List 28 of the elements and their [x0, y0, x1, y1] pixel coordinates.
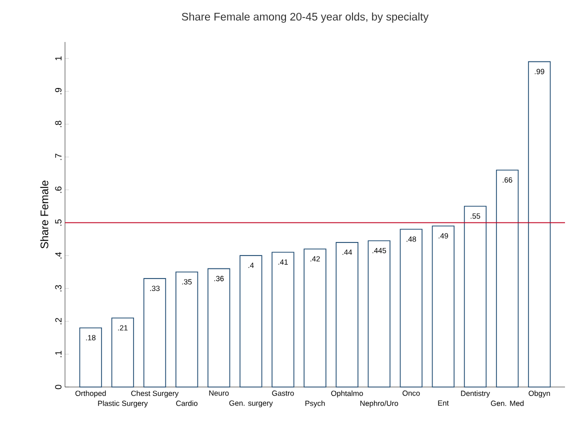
bar [496, 170, 519, 388]
bar [464, 206, 487, 388]
bar [79, 327, 102, 388]
bar [143, 278, 166, 388]
bar [176, 272, 198, 388]
y-tick-label: .2 [55, 318, 62, 324]
bar [208, 268, 230, 388]
bar [528, 61, 551, 388]
y-tick-label: 0 [55, 384, 62, 390]
bar [111, 318, 134, 388]
chart-title: Share Female among 20-45 year olds, by specialty [182, 12, 429, 23]
y-tick-label: .3 [55, 285, 62, 292]
y-tick-label: .9 [55, 88, 62, 94]
bar [336, 242, 358, 388]
y-tick-label: .5 [55, 219, 62, 226]
bar [400, 228, 422, 388]
bar [304, 248, 326, 388]
bar [368, 240, 390, 388]
y-tick-label: 1 [55, 56, 62, 60]
y-tick-label: .1 [55, 350, 62, 358]
bar [240, 255, 262, 388]
y-tick-label: .7 [55, 154, 62, 160]
y-tick-label: .4 [55, 252, 62, 258]
bar [432, 226, 455, 388]
y-tick-label: .6 [55, 186, 62, 193]
y-axis-title: Share Female [40, 180, 48, 248]
bar [272, 252, 294, 388]
y-tick-label: .8 [55, 120, 62, 128]
